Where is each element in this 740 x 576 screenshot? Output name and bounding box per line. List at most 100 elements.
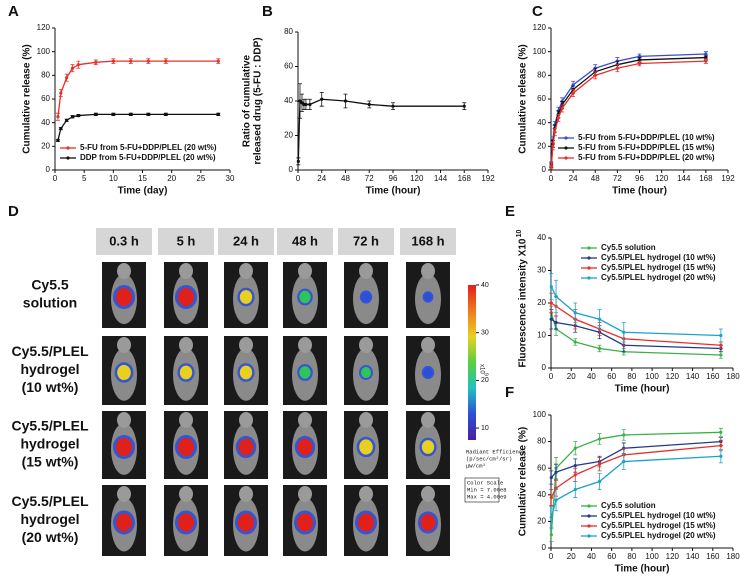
- data-point: [549, 533, 553, 537]
- data-point: [367, 102, 371, 107]
- y-axis-label: Cumulative release (%): [518, 427, 529, 537]
- data-point: [164, 112, 168, 116]
- legend-marker: [66, 146, 70, 150]
- y-tick-label: 80: [537, 437, 546, 446]
- data-point: [70, 66, 75, 70]
- mouse-head: [298, 337, 312, 353]
- x-tick-label: 48: [341, 174, 350, 183]
- legend-label: Cy5.5 solution: [601, 243, 656, 252]
- signal-inner: [116, 513, 132, 532]
- data-point: [549, 475, 553, 480]
- x-tick-label: 160: [706, 552, 720, 561]
- x-axis-label: Time (hour): [615, 564, 670, 575]
- x-tick-label: 120: [666, 552, 680, 561]
- y-tick-label: 40: [537, 118, 546, 127]
- signal-inner: [117, 364, 131, 381]
- signal-inner: [359, 439, 373, 455]
- colorbar-tick-label: 40: [481, 282, 489, 289]
- signal-inner: [116, 438, 132, 456]
- y-tick-label: 60: [537, 94, 546, 103]
- y-tick-label: 20: [537, 298, 546, 307]
- signal-inner: [299, 290, 311, 304]
- x-tick-label: 144: [434, 174, 448, 183]
- series-line: [550, 455, 721, 518]
- mouse-head: [179, 263, 193, 279]
- signal-inner: [178, 513, 194, 532]
- data-point: [216, 59, 220, 63]
- signal-inner: [358, 513, 374, 532]
- time-header: [277, 228, 333, 255]
- y-tick-label: 100: [37, 47, 51, 56]
- data-point: [560, 106, 564, 111]
- x-tick-label: 0: [296, 174, 301, 183]
- signal-inner: [361, 292, 371, 302]
- x-axis-label: Time (hour): [615, 384, 670, 395]
- legend-marker: [587, 514, 591, 518]
- data-point: [573, 487, 577, 492]
- group-label: Cy5.5: [31, 277, 69, 293]
- data-point: [571, 91, 575, 95]
- y-tick-label: 0: [46, 165, 51, 174]
- colorbar-title: Radiant Efficiency: [466, 448, 526, 455]
- time-label: 48 h: [292, 233, 318, 248]
- x-tick-label: 168: [458, 174, 472, 183]
- series-line: [57, 113, 219, 141]
- data-point: [719, 343, 723, 347]
- color-scale-box: [464, 477, 500, 503]
- legend-label: DDP from 5-FU+DDP/PLEL (20 wt%): [80, 153, 216, 162]
- data-point: [549, 301, 553, 305]
- x-tick-label: 96: [635, 174, 644, 183]
- data-point: [554, 498, 558, 502]
- x-tick-label: 0: [549, 372, 554, 381]
- panel-letter: A: [8, 3, 19, 20]
- time-label: 24 h: [233, 233, 259, 248]
- data-point: [637, 61, 642, 66]
- data-point: [129, 112, 133, 116]
- x-tick-label: 72: [613, 174, 622, 183]
- legend-label: Cy5.5/PLEL hydrogel (15 wt%): [601, 521, 716, 530]
- time-header: [158, 228, 214, 255]
- mouse-head: [298, 412, 312, 428]
- x-tick-label: 120: [410, 174, 424, 183]
- x-tick-label: 144: [677, 174, 691, 183]
- data-point: [597, 346, 602, 351]
- series-line: [297, 98, 465, 162]
- x-tick-label: 10: [109, 174, 118, 183]
- data-point: [597, 317, 602, 321]
- data-point: [111, 59, 115, 63]
- x-tick-label: 140: [686, 372, 700, 381]
- mouse-head: [179, 486, 193, 502]
- time-header: [96, 228, 152, 255]
- data-point: [573, 463, 577, 468]
- group-label: (20 wt%): [22, 529, 79, 545]
- signal-inner: [424, 292, 432, 302]
- data-point: [76, 63, 80, 67]
- data-point: [391, 104, 395, 108]
- data-point: [70, 115, 75, 119]
- signal-inner: [239, 365, 253, 380]
- y-tick-label: 40: [537, 233, 546, 242]
- x-tick-label: 80: [627, 552, 636, 561]
- color-scale-text: Color Scale: [467, 479, 503, 486]
- data-point: [622, 459, 626, 464]
- data-point: [549, 164, 553, 169]
- legend-label: Cy5.5/PLEL hydrogel (20 wt%): [601, 273, 716, 282]
- mouse-head: [239, 337, 253, 353]
- signal-inner: [178, 438, 194, 456]
- x-tick-label: 180: [726, 372, 740, 381]
- legend-label: 5-FU from 5-FU+DDP/PLEL (10 wt%): [578, 133, 715, 142]
- data-point: [76, 113, 80, 118]
- data-point: [573, 311, 577, 315]
- data-point: [65, 118, 69, 122]
- x-tick-label: 160: [706, 372, 720, 381]
- colorbar-tick-label: 20: [481, 377, 489, 384]
- colorbar: [468, 285, 476, 440]
- legend-marker: [587, 504, 591, 508]
- series-line: [550, 60, 706, 167]
- data-point: [549, 285, 553, 289]
- mouse-head: [359, 486, 373, 502]
- legend-marker: [587, 246, 591, 250]
- y-tick-label: 60: [284, 62, 293, 71]
- x-tick-label: 192: [721, 174, 735, 183]
